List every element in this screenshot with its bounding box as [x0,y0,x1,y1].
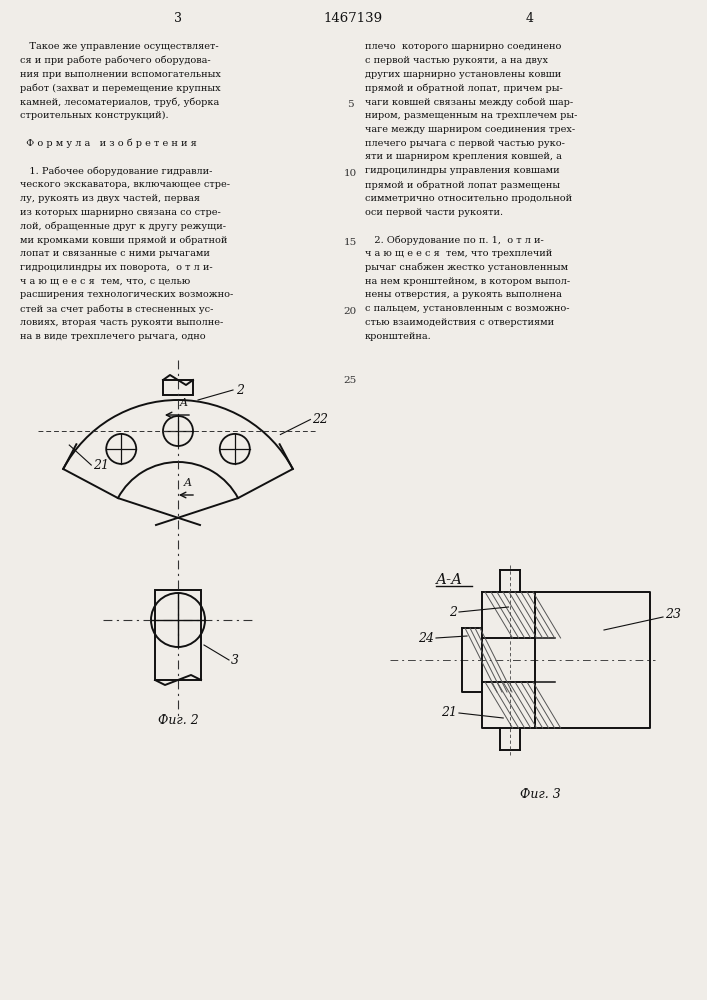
Text: Фиг. 2: Фиг. 2 [158,714,199,726]
Text: 1467139: 1467139 [323,11,382,24]
Text: с первой частью рукояти, а на двух: с первой частью рукояти, а на двух [365,56,548,65]
Text: Фиг. 3: Фиг. 3 [520,788,561,802]
Text: прямой и обратной лопат размещены: прямой и обратной лопат размещены [365,180,560,190]
Text: строительных конструкций).: строительных конструкций). [20,111,169,120]
Text: лой, обращенные друг к другу режущи-: лой, обращенные друг к другу режущи- [20,221,226,231]
Text: ния при выполнении вспомогательных: ния при выполнении вспомогательных [20,70,221,79]
Text: ми кромками ковши прямой и обратной: ми кромками ковши прямой и обратной [20,235,228,245]
Text: яти и шарниром крепления ковшей, а: яти и шарниром крепления ковшей, а [365,152,562,161]
Text: чаге между шарниром соединения трех-: чаге между шарниром соединения трех- [365,125,575,134]
Text: 5: 5 [346,100,354,109]
Text: из которых шарнирно связана со стре-: из которых шарнирно связана со стре- [20,208,221,217]
Text: 4: 4 [526,11,534,24]
Text: нены отверстия, а рукоять выполнена: нены отверстия, а рукоять выполнена [365,290,562,299]
Text: 23: 23 [665,608,681,621]
Text: 2: 2 [449,605,457,618]
Text: камней, лесоматериалов, труб, уборка: камней, лесоматериалов, труб, уборка [20,97,219,107]
Text: 24: 24 [418,632,434,645]
Text: на нем кронштейном, в котором выпол-: на нем кронштейном, в котором выпол- [365,277,570,286]
Text: лу, рукоять из двух частей, первая: лу, рукоять из двух частей, первая [20,194,200,203]
Text: 10: 10 [344,169,356,178]
Text: лопат и связанные с ними рычагами: лопат и связанные с ними рычагами [20,249,210,258]
Text: 3: 3 [174,11,182,24]
Text: 1. Рабочее оборудование гидравли-: 1. Рабочее оборудование гидравли- [20,166,212,176]
Text: чаги ковшей связаны между собой шар-: чаги ковшей связаны между собой шар- [365,97,573,107]
Text: A: A [184,478,192,488]
Text: стью взаимодействия с отверстиями: стью взаимодействия с отверстиями [365,318,554,327]
Text: 25: 25 [344,376,356,385]
Text: расширения технологических возможно-: расширения технологических возможно- [20,290,233,299]
Text: Такое же управление осуществляет-: Такое же управление осуществляет- [20,42,218,51]
Text: ниром, размещенным на трехплечем ры-: ниром, размещенным на трехплечем ры- [365,111,578,120]
Bar [155,590,201,680]
Text: плечего рычага с первой частью руко-: плечего рычага с первой частью руко- [365,139,565,148]
Text: прямой и обратной лопат, причем ры-: прямой и обратной лопат, причем ры- [365,83,563,93]
Text: 20: 20 [344,307,356,316]
Text: работ (захват и перемещение крупных: работ (захват и перемещение крупных [20,83,221,93]
Text: симметрично относительно продольной: симметрично относительно продольной [365,194,572,203]
Text: плечо  которого шарнирно соединено: плечо которого шарнирно соединено [365,42,561,51]
Text: 15: 15 [344,238,356,247]
Text: 22: 22 [312,413,328,426]
Text: 21: 21 [441,706,457,720]
Text: Ф о р м у л а   и з о б р е т е н и я: Ф о р м у л а и з о б р е т е н и я [20,139,197,148]
Text: гидроцилиндры их поворота,  о т л и-: гидроцилиндры их поворота, о т л и- [20,263,213,272]
Text: кронштейна.: кронштейна. [365,332,432,341]
Text: на в виде трехплечего рычага, одно: на в виде трехплечего рычага, одно [20,332,206,341]
Text: ловиях, вторая часть рукояти выполне-: ловиях, вторая часть рукояти выполне- [20,318,223,327]
Text: ся и при работе рабочего оборудова-: ся и при работе рабочего оборудова- [20,56,211,65]
Text: 21: 21 [93,459,110,472]
Bar [163,380,193,395]
Text: стей за счет работы в стесненных ус-: стей за счет работы в стесненных ус- [20,304,214,314]
Text: ч а ю щ е е с я  тем, что, с целью: ч а ю щ е е с я тем, что, с целью [20,277,190,286]
Text: других шарнирно установлены ковши: других шарнирно установлены ковши [365,70,561,79]
Text: A: A [180,398,188,408]
Text: ч а ю щ е е с я  тем, что трехплечий: ч а ю щ е е с я тем, что трехплечий [365,249,552,258]
Text: гидроцилиндры управления ковшами: гидроцилиндры управления ковшами [365,166,560,175]
Text: 2. Оборудование по п. 1,  о т л и-: 2. Оборудование по п. 1, о т л и- [365,235,544,245]
Text: 2: 2 [236,383,244,396]
Text: А-А: А-А [436,573,463,587]
Text: с пальцем, установленным с возможно-: с пальцем, установленным с возможно- [365,304,570,313]
Text: рычаг снабжен жестко установленным: рычаг снабжен жестко установленным [365,263,568,272]
Text: оси первой части рукояти.: оси первой части рукояти. [365,208,503,217]
Text: 3: 3 [231,654,239,666]
Text: ческого экскаватора, включающее стре-: ческого экскаватора, включающее стре- [20,180,230,189]
